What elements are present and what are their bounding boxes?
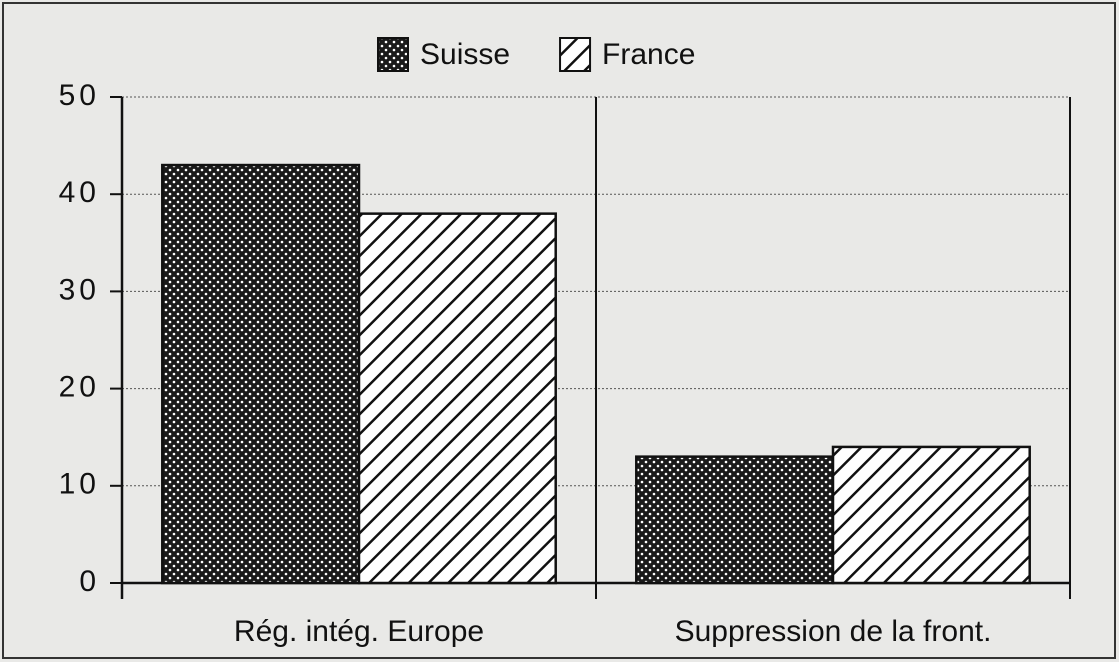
bar (161, 163, 361, 585)
y-tick-label: 20 (59, 371, 100, 404)
y-tick-label: 50 (59, 79, 100, 112)
x-tick-label: Rég. intég. Europe (234, 615, 484, 648)
y-tick-label: 10 (59, 468, 100, 501)
bar (357, 212, 557, 585)
bar (831, 445, 1031, 585)
y-tick-label: 30 (59, 273, 100, 306)
legend-swatch (377, 37, 409, 72)
x-tick-label: Suppression de la front. (675, 615, 992, 648)
legend-label: Suisse (420, 38, 510, 71)
bar (635, 455, 835, 585)
legend-label: France (602, 38, 695, 71)
y-tick-label: 0 (79, 565, 100, 598)
legend-swatch (559, 37, 592, 72)
y-tick-label: 40 (59, 176, 100, 209)
